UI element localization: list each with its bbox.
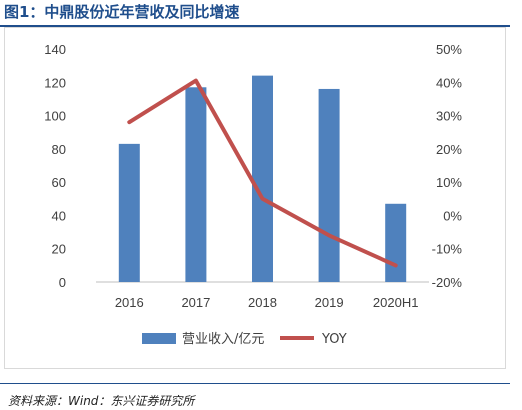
left-tick-label: 100 bbox=[44, 109, 66, 124]
x-tick-label: 2016 bbox=[115, 295, 144, 310]
right-tick-label: 0% bbox=[443, 208, 462, 223]
left-tick-label: 60 bbox=[52, 175, 66, 190]
right-tick-label: 40% bbox=[436, 75, 462, 90]
left-tick-label: 120 bbox=[44, 75, 66, 90]
right-tick-label: -10% bbox=[432, 242, 463, 257]
left-tick-label: 140 bbox=[44, 42, 66, 57]
right-tick-label: 10% bbox=[436, 175, 462, 190]
left-axis-ticks: 0 20 40 60 80 100 120 140 bbox=[44, 42, 66, 290]
chart: 0 20 40 60 80 100 120 140 -20% -10% 0% 10% 20% 30% 40… bbox=[44, 42, 463, 347]
left-tick-label: 20 bbox=[52, 242, 66, 257]
legend-line-label: YOY bbox=[321, 332, 347, 347]
x-tick-label: 2017 bbox=[181, 295, 210, 310]
bar bbox=[252, 75, 273, 282]
x-tick-label: 2020H1 bbox=[373, 295, 419, 310]
bar bbox=[385, 203, 407, 282]
legend-bar-label: 营业收入/亿元 bbox=[182, 332, 264, 347]
bar bbox=[118, 143, 140, 282]
title-rule bbox=[0, 25, 510, 27]
left-tick-label: 80 bbox=[52, 142, 66, 157]
right-tick-label: 50% bbox=[436, 42, 462, 57]
yoy-line bbox=[127, 78, 398, 268]
bottom-rule bbox=[0, 383, 510, 384]
source-note: 资料来源：Wind：东兴证券研究所 bbox=[8, 394, 195, 408]
x-tick-label: 2019 bbox=[315, 295, 344, 310]
x-tick-label: 2018 bbox=[248, 295, 277, 310]
right-tick-label: -20% bbox=[432, 275, 463, 290]
left-tick-label: 40 bbox=[52, 208, 66, 223]
left-tick-label: 0 bbox=[59, 275, 66, 290]
right-tick-label: 20% bbox=[436, 142, 462, 157]
legend: 营业收入/亿元 YOY bbox=[142, 332, 347, 347]
figure-title: 图1：中鼎股份近年营收及同比增速 bbox=[4, 3, 240, 21]
bar bbox=[185, 87, 207, 283]
right-tick-label: 30% bbox=[436, 109, 462, 124]
right-axis-ticks: -20% -10% 0% 10% 20% 30% 40% 50% bbox=[432, 42, 463, 290]
x-axis-ticks: 2016 2017 2018 2019 2020H1 bbox=[115, 295, 419, 310]
legend-bar-swatch bbox=[142, 333, 176, 344]
bar bbox=[318, 88, 340, 282]
